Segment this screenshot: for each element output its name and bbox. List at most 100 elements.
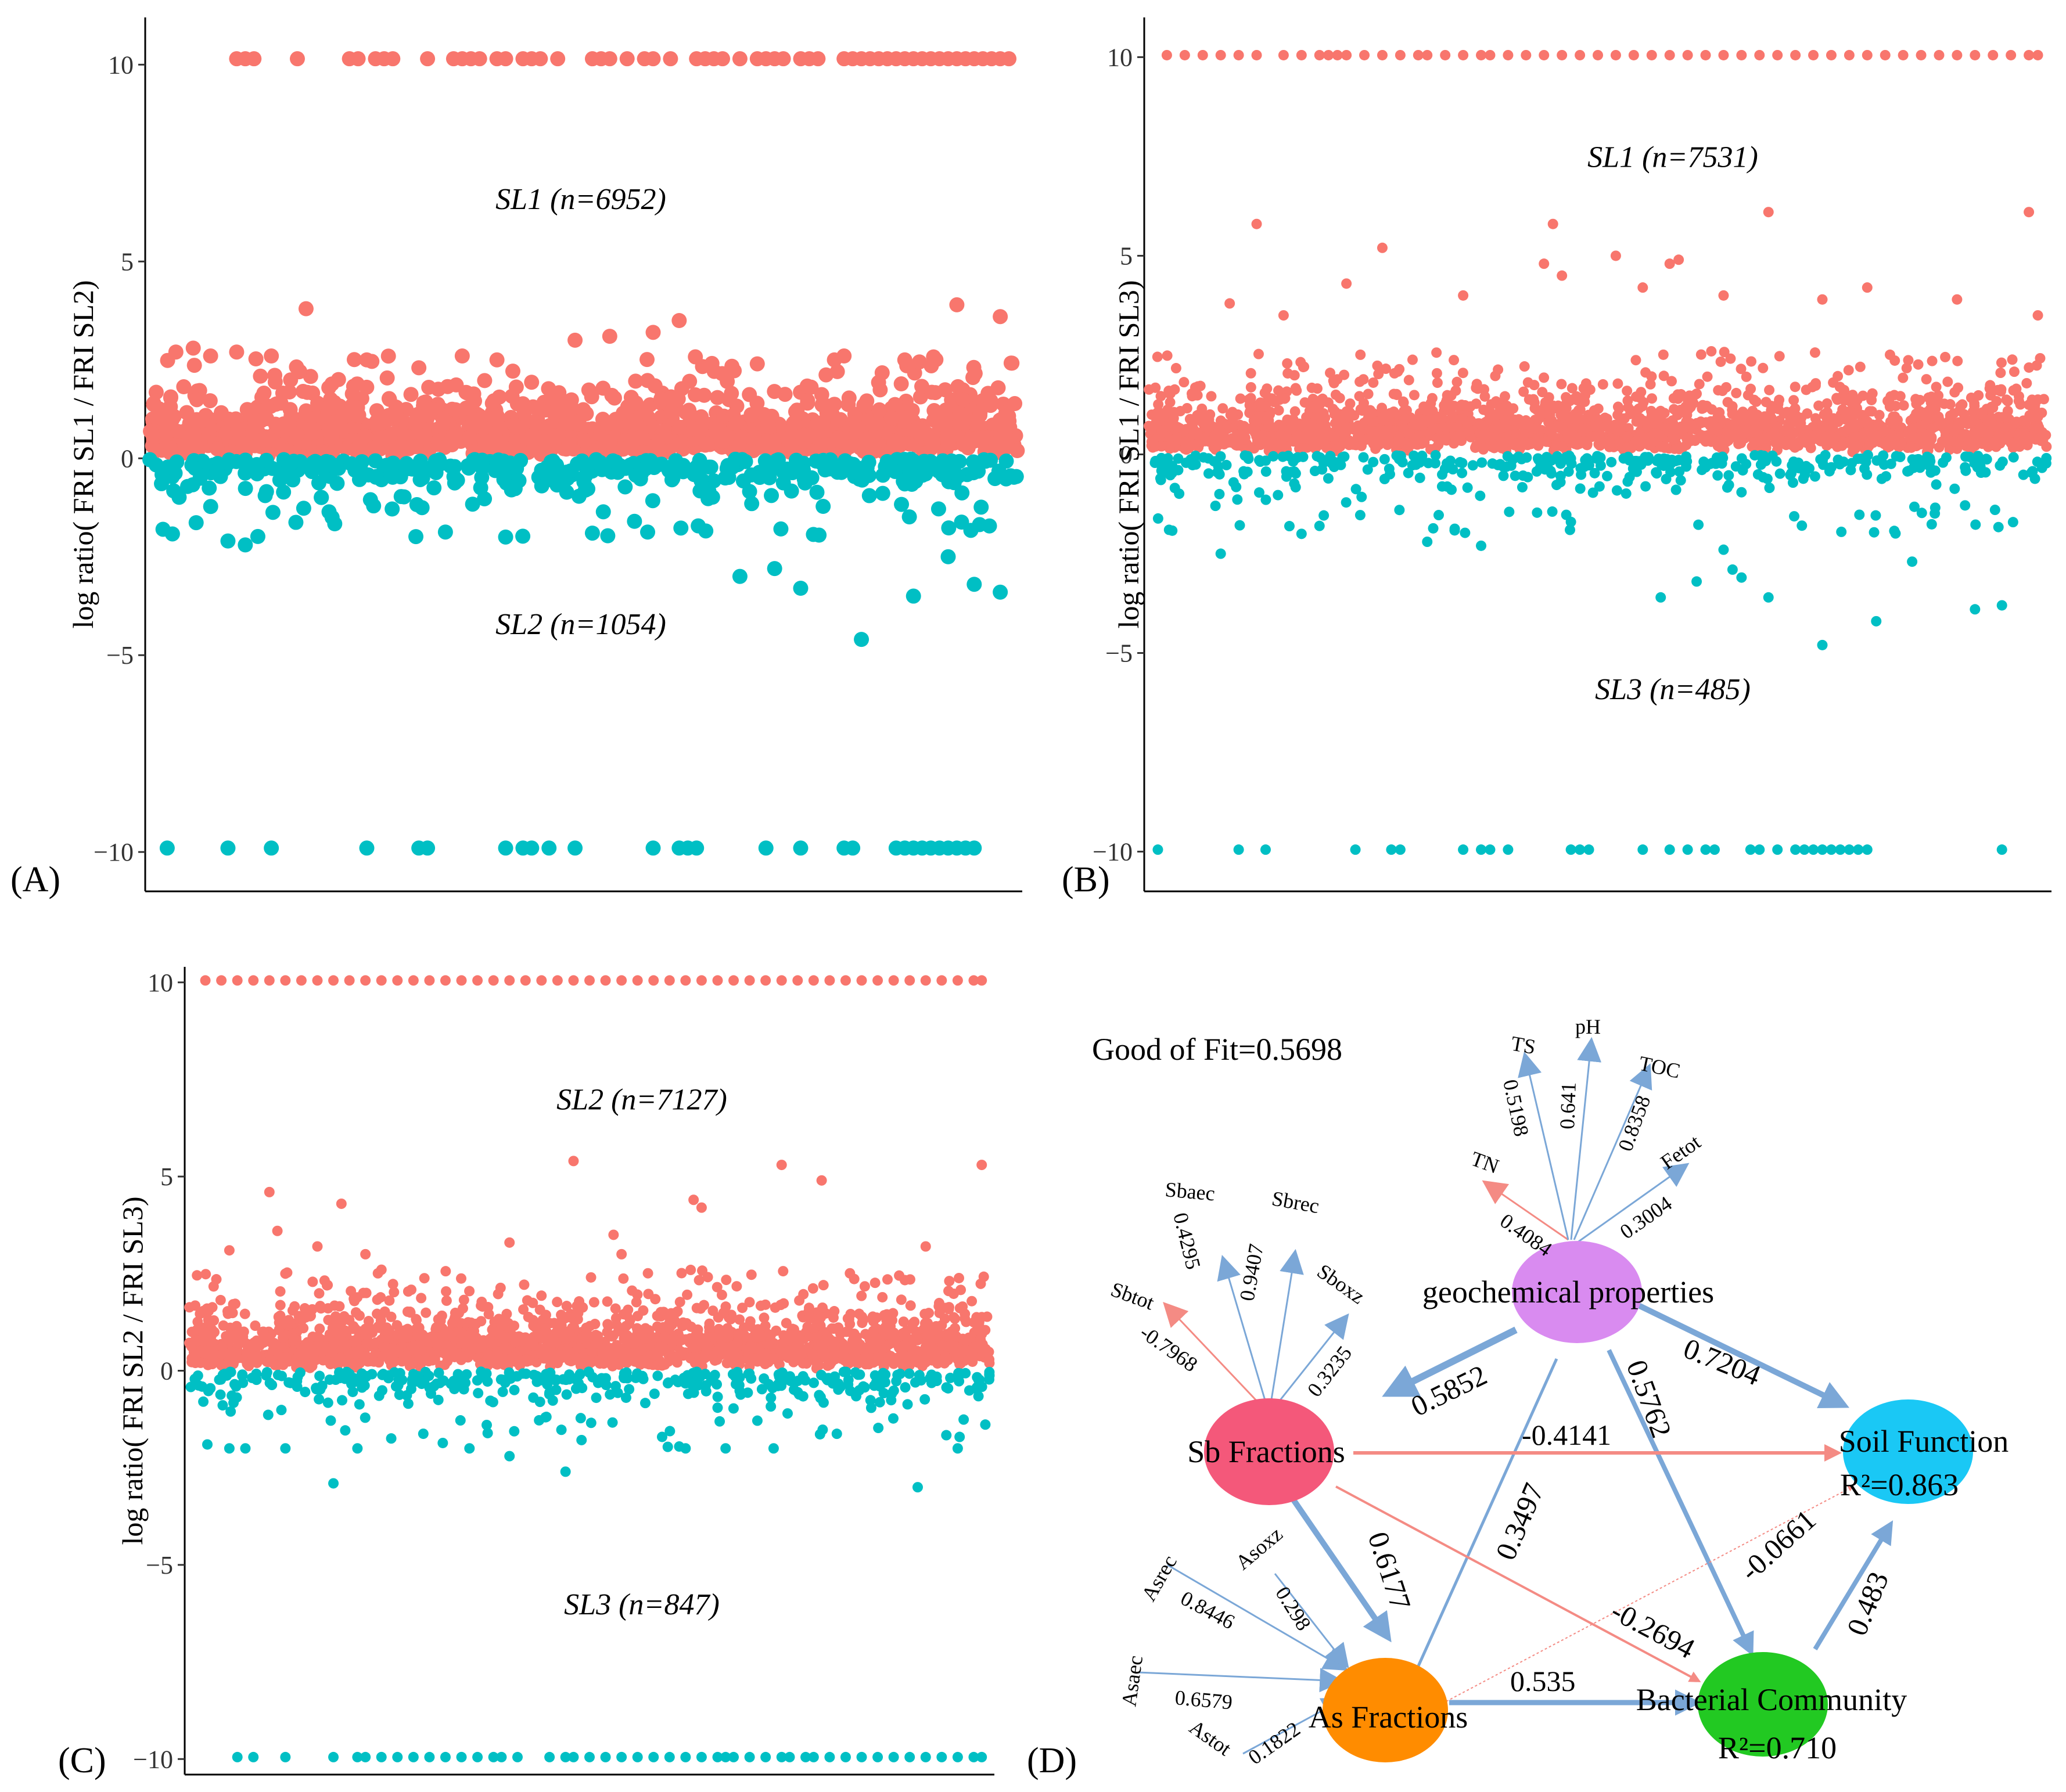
positive-point	[1248, 415, 1259, 426]
positive-point	[253, 368, 268, 384]
floor-point	[1754, 844, 1765, 855]
positive-point	[1432, 423, 1443, 434]
positive-point	[1363, 388, 1374, 400]
negative-point	[1869, 527, 1880, 538]
positive-point	[230, 422, 246, 437]
positive-point	[209, 441, 225, 456]
negative-point	[1762, 473, 1773, 484]
negative-point	[426, 480, 442, 496]
negative-point	[188, 515, 204, 531]
positive-point	[987, 417, 1003, 433]
negative-point	[954, 485, 970, 501]
positive-point	[1931, 411, 1942, 422]
positive-point	[1873, 430, 1884, 441]
positive-outlier-point	[1610, 250, 1621, 261]
positive-point	[1157, 425, 1168, 436]
y-tick-label: −10	[94, 838, 134, 866]
negative-point	[265, 505, 281, 520]
positive-point	[1927, 355, 1938, 366]
ceiling-point	[1161, 49, 1172, 60]
positive-point	[1373, 440, 1384, 451]
negative-point	[764, 461, 779, 477]
negative-point	[1268, 451, 1279, 462]
positive-point	[696, 387, 712, 403]
positive-point	[189, 392, 204, 408]
positive-point	[1790, 403, 1801, 414]
positive-point	[409, 406, 425, 422]
negative-point	[283, 467, 299, 483]
positive-point	[1529, 397, 1540, 408]
positive-point	[1584, 384, 1596, 395]
y-tick-label: 5	[121, 247, 134, 276]
positive-point	[189, 440, 204, 456]
ceiling-point	[732, 51, 748, 67]
positive-point	[1684, 390, 1695, 401]
positive-point	[563, 392, 579, 408]
positive-point	[347, 406, 362, 422]
y-tick-label: 10	[148, 969, 173, 997]
ceiling-point	[1628, 49, 1639, 60]
negative-point	[951, 468, 966, 484]
positive-point	[919, 426, 935, 441]
floor-point	[1260, 844, 1271, 855]
negative-point	[963, 523, 979, 538]
negative-point	[915, 467, 930, 483]
positive-point	[2031, 360, 2042, 371]
positive-outlier-point	[1539, 258, 1550, 269]
ceiling-point	[1575, 49, 1586, 60]
positive-point	[893, 376, 909, 392]
positive-point	[1509, 414, 1520, 425]
positive-point	[686, 421, 702, 437]
positive-point	[1498, 437, 1509, 448]
positive-point	[1263, 418, 1274, 429]
positive-point	[803, 379, 819, 395]
positive-outlier-point	[203, 348, 218, 364]
ceiling-point	[385, 51, 401, 67]
positive-point	[1539, 372, 1550, 383]
negative-point	[1941, 452, 1952, 463]
ceiling-point	[1844, 49, 1855, 60]
negative-point	[833, 465, 849, 480]
negative-point	[701, 483, 717, 499]
ceiling-point	[1323, 49, 1334, 60]
negative-point	[386, 456, 401, 472]
floor-point	[159, 840, 175, 856]
negative-point	[1362, 464, 1373, 475]
ceiling-point	[1862, 49, 1873, 60]
negative-point	[1518, 470, 1529, 481]
y-tick-label: 0	[160, 1357, 173, 1386]
negative-outlier-point	[1215, 548, 1226, 559]
negative-point	[1260, 466, 1271, 477]
negative-point	[784, 483, 799, 499]
negative-point	[1446, 484, 1457, 495]
positive-point	[324, 430, 340, 445]
positive-point	[1449, 422, 1460, 433]
positive-outlier-point	[671, 313, 687, 329]
floor-point	[1637, 844, 1648, 855]
positive-point	[1354, 376, 1366, 387]
positive-point	[731, 437, 747, 453]
negative-point	[775, 464, 791, 480]
positive-point	[815, 415, 831, 430]
positive-point	[1245, 368, 1256, 379]
floor-point	[1458, 844, 1469, 855]
positive-point	[1431, 368, 1442, 379]
positive-point	[2021, 377, 2032, 388]
ceiling-point	[289, 51, 305, 67]
positive-point	[1392, 366, 1403, 377]
floor-point	[689, 840, 705, 856]
negative-outlier-point	[1727, 564, 1738, 575]
negative-point	[1215, 451, 1226, 462]
positive-point	[1753, 423, 1764, 434]
y-tick-label: −5	[1105, 639, 1133, 668]
positive-outlier-point	[264, 348, 279, 364]
positive-point	[1992, 434, 2003, 445]
positive-point	[2032, 394, 2043, 405]
positive-point	[780, 431, 796, 447]
ceiling-point	[1880, 49, 1891, 60]
positive-point	[1461, 417, 1472, 428]
group-label-lower: SL2 (n=1054)	[495, 608, 666, 641]
floor-point	[1745, 844, 1756, 855]
